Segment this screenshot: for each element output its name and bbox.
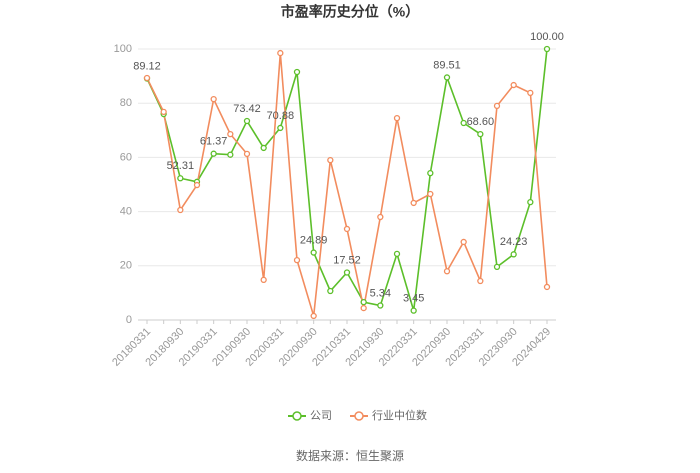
legend-label: 行业中位数 — [372, 408, 427, 422]
y-tick-label: 60 — [120, 151, 132, 163]
point — [543, 283, 551, 291]
legend-label: 公司 — [310, 410, 332, 422]
point — [527, 198, 534, 206]
point — [227, 130, 234, 138]
point — [377, 213, 384, 221]
point — [527, 89, 534, 97]
legend-marker — [354, 411, 364, 421]
point — [243, 117, 251, 125]
point — [310, 249, 317, 256]
point — [260, 276, 267, 284]
point — [327, 156, 334, 164]
point — [493, 263, 501, 271]
point — [477, 130, 484, 138]
point — [410, 307, 417, 314]
point — [477, 277, 484, 285]
point — [460, 238, 467, 246]
point — [177, 175, 184, 182]
y-tick-label: 80 — [120, 97, 132, 109]
value-label: 89.12 — [133, 60, 161, 72]
value-label: 89.51 — [433, 59, 461, 71]
value-label: 5.34 — [370, 287, 391, 299]
point — [327, 287, 334, 295]
y-tick-label: 40 — [120, 206, 132, 218]
value-label: 52.31 — [167, 160, 195, 172]
point — [543, 45, 551, 53]
point — [160, 108, 167, 116]
point — [293, 256, 301, 264]
point — [360, 298, 367, 306]
value-label: 68.60 — [467, 116, 495, 128]
point — [277, 49, 284, 57]
point — [427, 169, 434, 177]
point — [460, 119, 467, 127]
value-label: 24.23 — [500, 236, 528, 248]
point — [143, 74, 151, 82]
point — [260, 144, 267, 152]
point — [310, 312, 317, 320]
point — [293, 68, 301, 76]
value-label: 3.45 — [403, 293, 424, 305]
point — [177, 206, 184, 214]
chart-title: 市盈率历史分位（%） — [281, 4, 419, 20]
y-tick-label: 100 — [114, 43, 132, 55]
point — [443, 268, 451, 275]
point — [210, 150, 217, 157]
point — [510, 81, 517, 89]
point — [193, 181, 201, 189]
point — [427, 190, 434, 198]
point — [343, 269, 351, 276]
point — [343, 225, 351, 233]
legend-marker — [292, 411, 302, 421]
point — [393, 114, 401, 122]
point — [277, 124, 284, 132]
point — [360, 304, 367, 312]
point — [493, 102, 501, 110]
point — [410, 199, 417, 207]
value-label: 17.52 — [333, 254, 361, 266]
point — [510, 251, 517, 258]
value-label: 61.37 — [200, 136, 228, 148]
value-label: 24.89 — [300, 234, 328, 246]
point — [243, 150, 251, 158]
point — [210, 95, 217, 103]
point — [227, 151, 234, 158]
source: 数据来源：恒生聚源 — [296, 448, 404, 463]
value-label: 73.42 — [233, 103, 261, 115]
point — [443, 74, 451, 81]
value-label: 70.88 — [267, 110, 295, 122]
point — [377, 302, 384, 309]
y-tick-label: 20 — [120, 260, 132, 272]
y-tick-label: 0 — [126, 314, 132, 326]
point — [393, 250, 401, 258]
value-label: 100.00 — [530, 31, 564, 43]
